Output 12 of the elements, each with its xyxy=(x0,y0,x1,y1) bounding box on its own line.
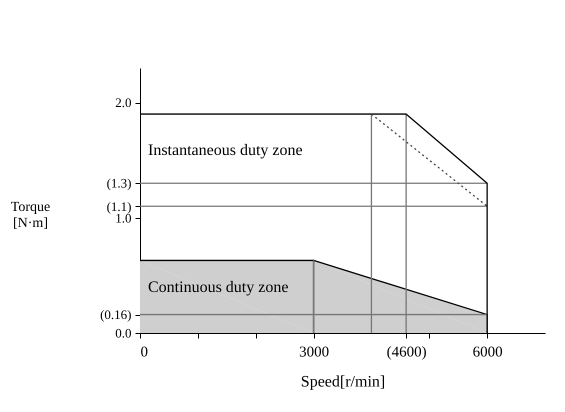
y-tick-label: 2.0 xyxy=(115,95,132,110)
x-tick-label: (4600) xyxy=(386,344,427,360)
y-axis-title: Torque [N·m] xyxy=(10,200,50,231)
x-tick-label: 6000 xyxy=(472,344,503,360)
annotation: Continuous duty zone xyxy=(148,278,288,296)
x-axis-title: Speed[r/min] xyxy=(300,374,386,390)
y-tick-label: (1.3) xyxy=(106,176,132,191)
x-tick-label: 0 xyxy=(140,344,148,360)
x-tick-label: 3000 xyxy=(299,344,330,360)
y-tick-label: 0.0 xyxy=(115,326,132,340)
y-tick-label: (0.16) xyxy=(100,307,132,322)
annotation: Instantaneous duty zone xyxy=(148,142,303,160)
